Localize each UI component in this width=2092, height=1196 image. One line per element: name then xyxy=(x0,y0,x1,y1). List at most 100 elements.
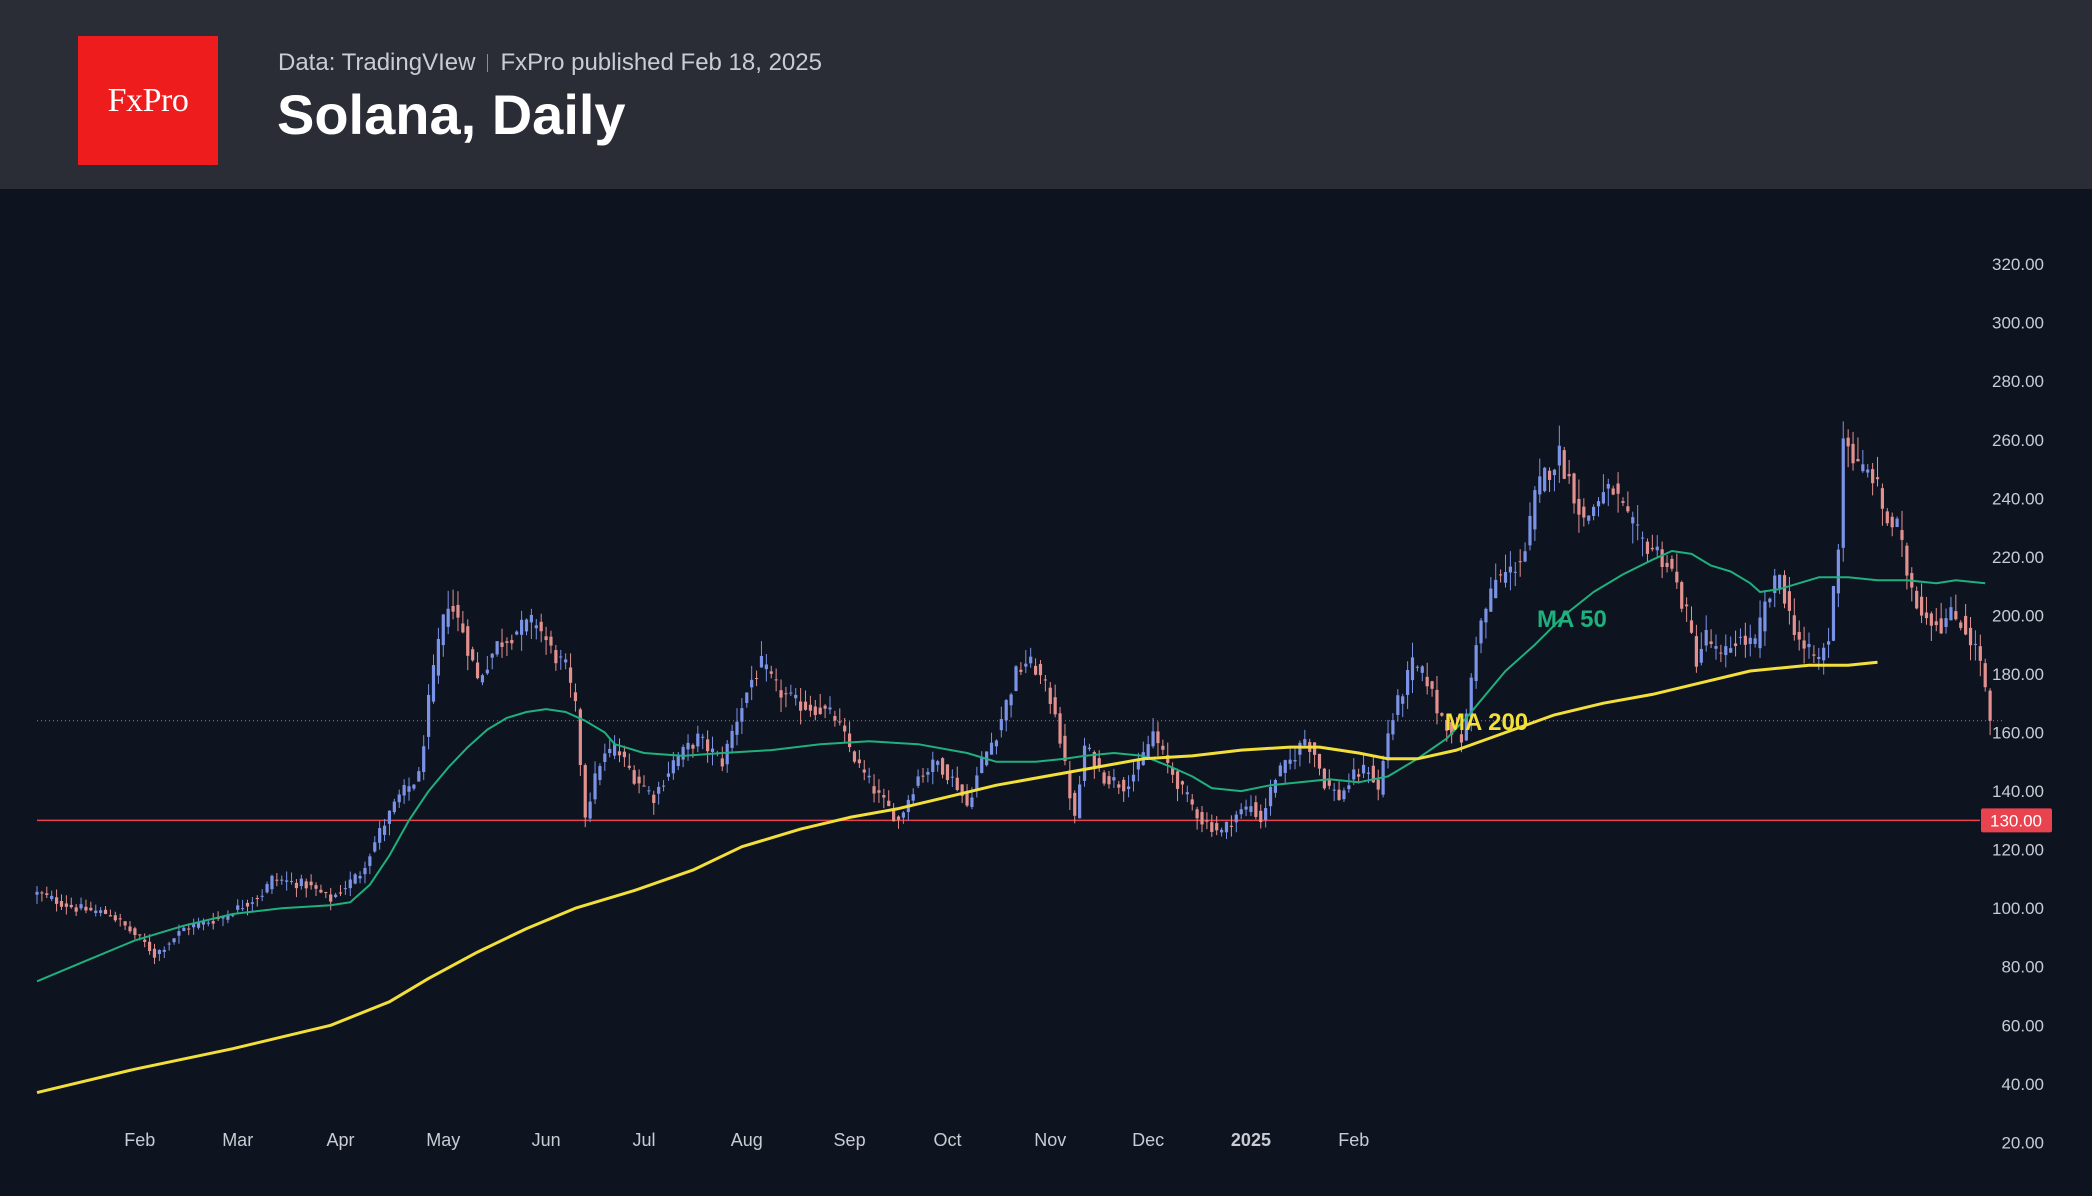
candle-body xyxy=(1856,459,1860,462)
candle-body xyxy=(485,669,489,674)
candle-body xyxy=(1807,643,1811,648)
candle-body xyxy=(759,655,764,668)
candle-body xyxy=(1205,820,1209,822)
candle-body xyxy=(1215,823,1219,831)
candle-body xyxy=(598,766,602,780)
candle-body xyxy=(1964,615,1968,635)
candle-body xyxy=(1680,582,1684,609)
candle-body xyxy=(1547,470,1552,480)
candle-body xyxy=(1968,627,1973,646)
candle-body xyxy=(1954,611,1958,620)
candle-body xyxy=(1513,571,1517,573)
candle-body xyxy=(701,736,705,738)
candle-body xyxy=(417,771,421,782)
candle-body xyxy=(1616,483,1620,494)
candle-body xyxy=(573,692,578,702)
candle-body xyxy=(559,656,563,658)
candle-body xyxy=(333,894,338,897)
candle-body xyxy=(99,910,103,913)
candle-body xyxy=(1445,720,1449,731)
candle-body xyxy=(1136,760,1140,770)
candle-body xyxy=(1719,652,1723,654)
candle-body xyxy=(1851,443,1855,464)
candle-body xyxy=(1934,621,1938,626)
candle-body xyxy=(833,716,837,721)
candle-body xyxy=(779,690,783,698)
candle-body xyxy=(872,786,876,794)
candle-body xyxy=(1748,637,1752,644)
candle-body xyxy=(936,761,940,765)
y-tick-label: 20.00 xyxy=(2001,1133,2044,1152)
candle-body xyxy=(451,606,455,612)
candle-body xyxy=(294,882,299,889)
candle-body xyxy=(422,746,426,772)
candle-body xyxy=(1166,755,1170,763)
candle-body xyxy=(1836,549,1840,594)
candle-body xyxy=(387,810,392,824)
candle-body xyxy=(955,777,959,790)
candle-body xyxy=(799,701,803,711)
candle-body xyxy=(368,856,372,866)
candle-body xyxy=(1268,786,1273,807)
candle-body xyxy=(309,881,313,886)
candle-body xyxy=(118,918,122,920)
candle-body xyxy=(1454,725,1459,727)
candle-body xyxy=(1357,774,1361,777)
y-tick-label: 40.00 xyxy=(2001,1075,2044,1094)
candle-body xyxy=(1587,515,1591,521)
candle-body xyxy=(471,649,475,661)
candle-body xyxy=(510,639,514,644)
candle-body xyxy=(642,785,646,787)
candle-body xyxy=(1733,643,1738,647)
candle-body xyxy=(505,641,509,643)
candle-body xyxy=(1117,784,1121,788)
x-tick-label: May xyxy=(426,1130,460,1150)
candle-body xyxy=(1645,541,1650,554)
candle-body xyxy=(1185,792,1189,795)
candle-body xyxy=(35,891,39,895)
support-level-label: 130.00 xyxy=(1990,811,2042,830)
candle-body xyxy=(1122,779,1126,792)
candle-body xyxy=(1885,511,1889,524)
candle-body xyxy=(89,907,93,911)
candle-body xyxy=(989,742,994,755)
candle-body xyxy=(1831,585,1836,641)
candle-body xyxy=(583,765,587,818)
candle-body xyxy=(436,638,440,676)
candle-body xyxy=(706,739,710,752)
x-tick-label: Dec xyxy=(1132,1130,1164,1150)
candle-body xyxy=(1391,720,1395,735)
candle-body xyxy=(138,934,142,936)
candle-body xyxy=(1219,829,1224,833)
candle-body xyxy=(255,897,259,900)
y-tick-label: 260.00 xyxy=(1992,431,2044,450)
candle-body xyxy=(348,879,352,889)
candle-body xyxy=(1959,622,1963,628)
candle-body xyxy=(1469,677,1473,717)
candle-body xyxy=(441,614,445,646)
candle-body xyxy=(1293,759,1297,762)
candle-body xyxy=(1567,474,1571,477)
candle-body xyxy=(901,812,906,818)
candle-body xyxy=(324,892,328,894)
candle-body xyxy=(637,776,641,784)
candle-body xyxy=(803,701,808,710)
candle-body xyxy=(970,797,974,807)
candle-body xyxy=(1190,799,1194,805)
candle-body xyxy=(1826,641,1831,645)
candle-body xyxy=(397,794,401,803)
candle-body xyxy=(1709,641,1713,644)
candle-body xyxy=(975,775,979,790)
candle-body xyxy=(1915,590,1919,609)
candle-body xyxy=(710,748,715,753)
candle-body xyxy=(696,733,700,747)
candle-body xyxy=(1009,694,1013,706)
candle-body xyxy=(549,636,553,646)
candle-body xyxy=(1161,745,1165,750)
candle-body xyxy=(1479,620,1483,644)
candle-body xyxy=(201,921,206,925)
candle-body xyxy=(1582,506,1586,518)
candle-body xyxy=(128,926,132,932)
candle-body xyxy=(1033,665,1038,675)
